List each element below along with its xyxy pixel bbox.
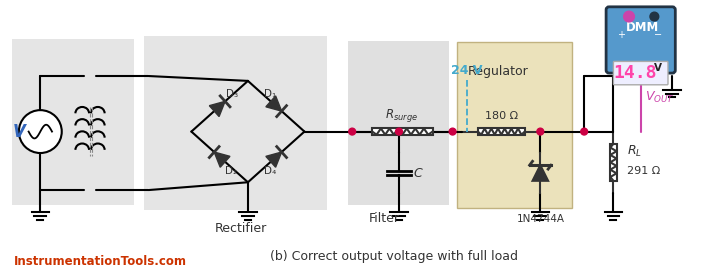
Circle shape bbox=[537, 128, 544, 135]
Text: (b) Correct output voltage with full load: (b) Correct output voltage with full loa… bbox=[270, 249, 518, 262]
Bar bbox=[457, 42, 572, 208]
Circle shape bbox=[624, 11, 634, 22]
Polygon shape bbox=[266, 96, 282, 111]
Text: D₂: D₂ bbox=[225, 166, 238, 176]
Bar bbox=[372, 128, 433, 136]
Text: 14.8: 14.8 bbox=[613, 64, 657, 82]
Circle shape bbox=[19, 110, 62, 153]
Bar bbox=[143, 36, 327, 210]
Polygon shape bbox=[266, 152, 282, 167]
Text: D₁: D₁ bbox=[264, 89, 276, 99]
Text: $R_L$: $R_L$ bbox=[627, 144, 642, 158]
Polygon shape bbox=[533, 165, 548, 181]
Text: 24 V: 24 V bbox=[451, 64, 483, 77]
Circle shape bbox=[581, 128, 588, 135]
Text: D₄: D₄ bbox=[264, 166, 276, 176]
Text: InstrumentationTools.com: InstrumentationTools.com bbox=[14, 255, 187, 268]
Bar bbox=[610, 144, 617, 181]
Circle shape bbox=[650, 12, 659, 21]
FancyBboxPatch shape bbox=[613, 61, 668, 85]
Bar bbox=[12, 39, 134, 205]
Polygon shape bbox=[210, 101, 225, 117]
Text: 1N4744A: 1N4744A bbox=[516, 214, 564, 224]
Circle shape bbox=[348, 128, 356, 135]
Text: −: − bbox=[654, 30, 662, 40]
Text: C: C bbox=[413, 167, 423, 180]
Text: V: V bbox=[12, 123, 25, 141]
Polygon shape bbox=[215, 152, 230, 167]
Text: DMM: DMM bbox=[626, 21, 660, 34]
Bar bbox=[478, 128, 525, 136]
Bar bbox=[348, 41, 449, 205]
Text: D₃: D₃ bbox=[226, 89, 238, 99]
Text: Rectifier: Rectifier bbox=[215, 222, 267, 235]
Text: Regulator: Regulator bbox=[468, 65, 528, 78]
Text: $R_{surge}$: $R_{surge}$ bbox=[385, 107, 418, 124]
Circle shape bbox=[449, 128, 456, 135]
Circle shape bbox=[395, 128, 402, 135]
Text: $V_{OUT}$: $V_{OUT}$ bbox=[644, 90, 675, 105]
Text: V: V bbox=[654, 63, 662, 73]
Text: +: + bbox=[617, 30, 625, 40]
Text: 291 Ω: 291 Ω bbox=[627, 166, 660, 176]
Text: 180 Ω: 180 Ω bbox=[485, 111, 518, 121]
FancyBboxPatch shape bbox=[606, 7, 675, 73]
Text: Filter: Filter bbox=[369, 212, 400, 225]
